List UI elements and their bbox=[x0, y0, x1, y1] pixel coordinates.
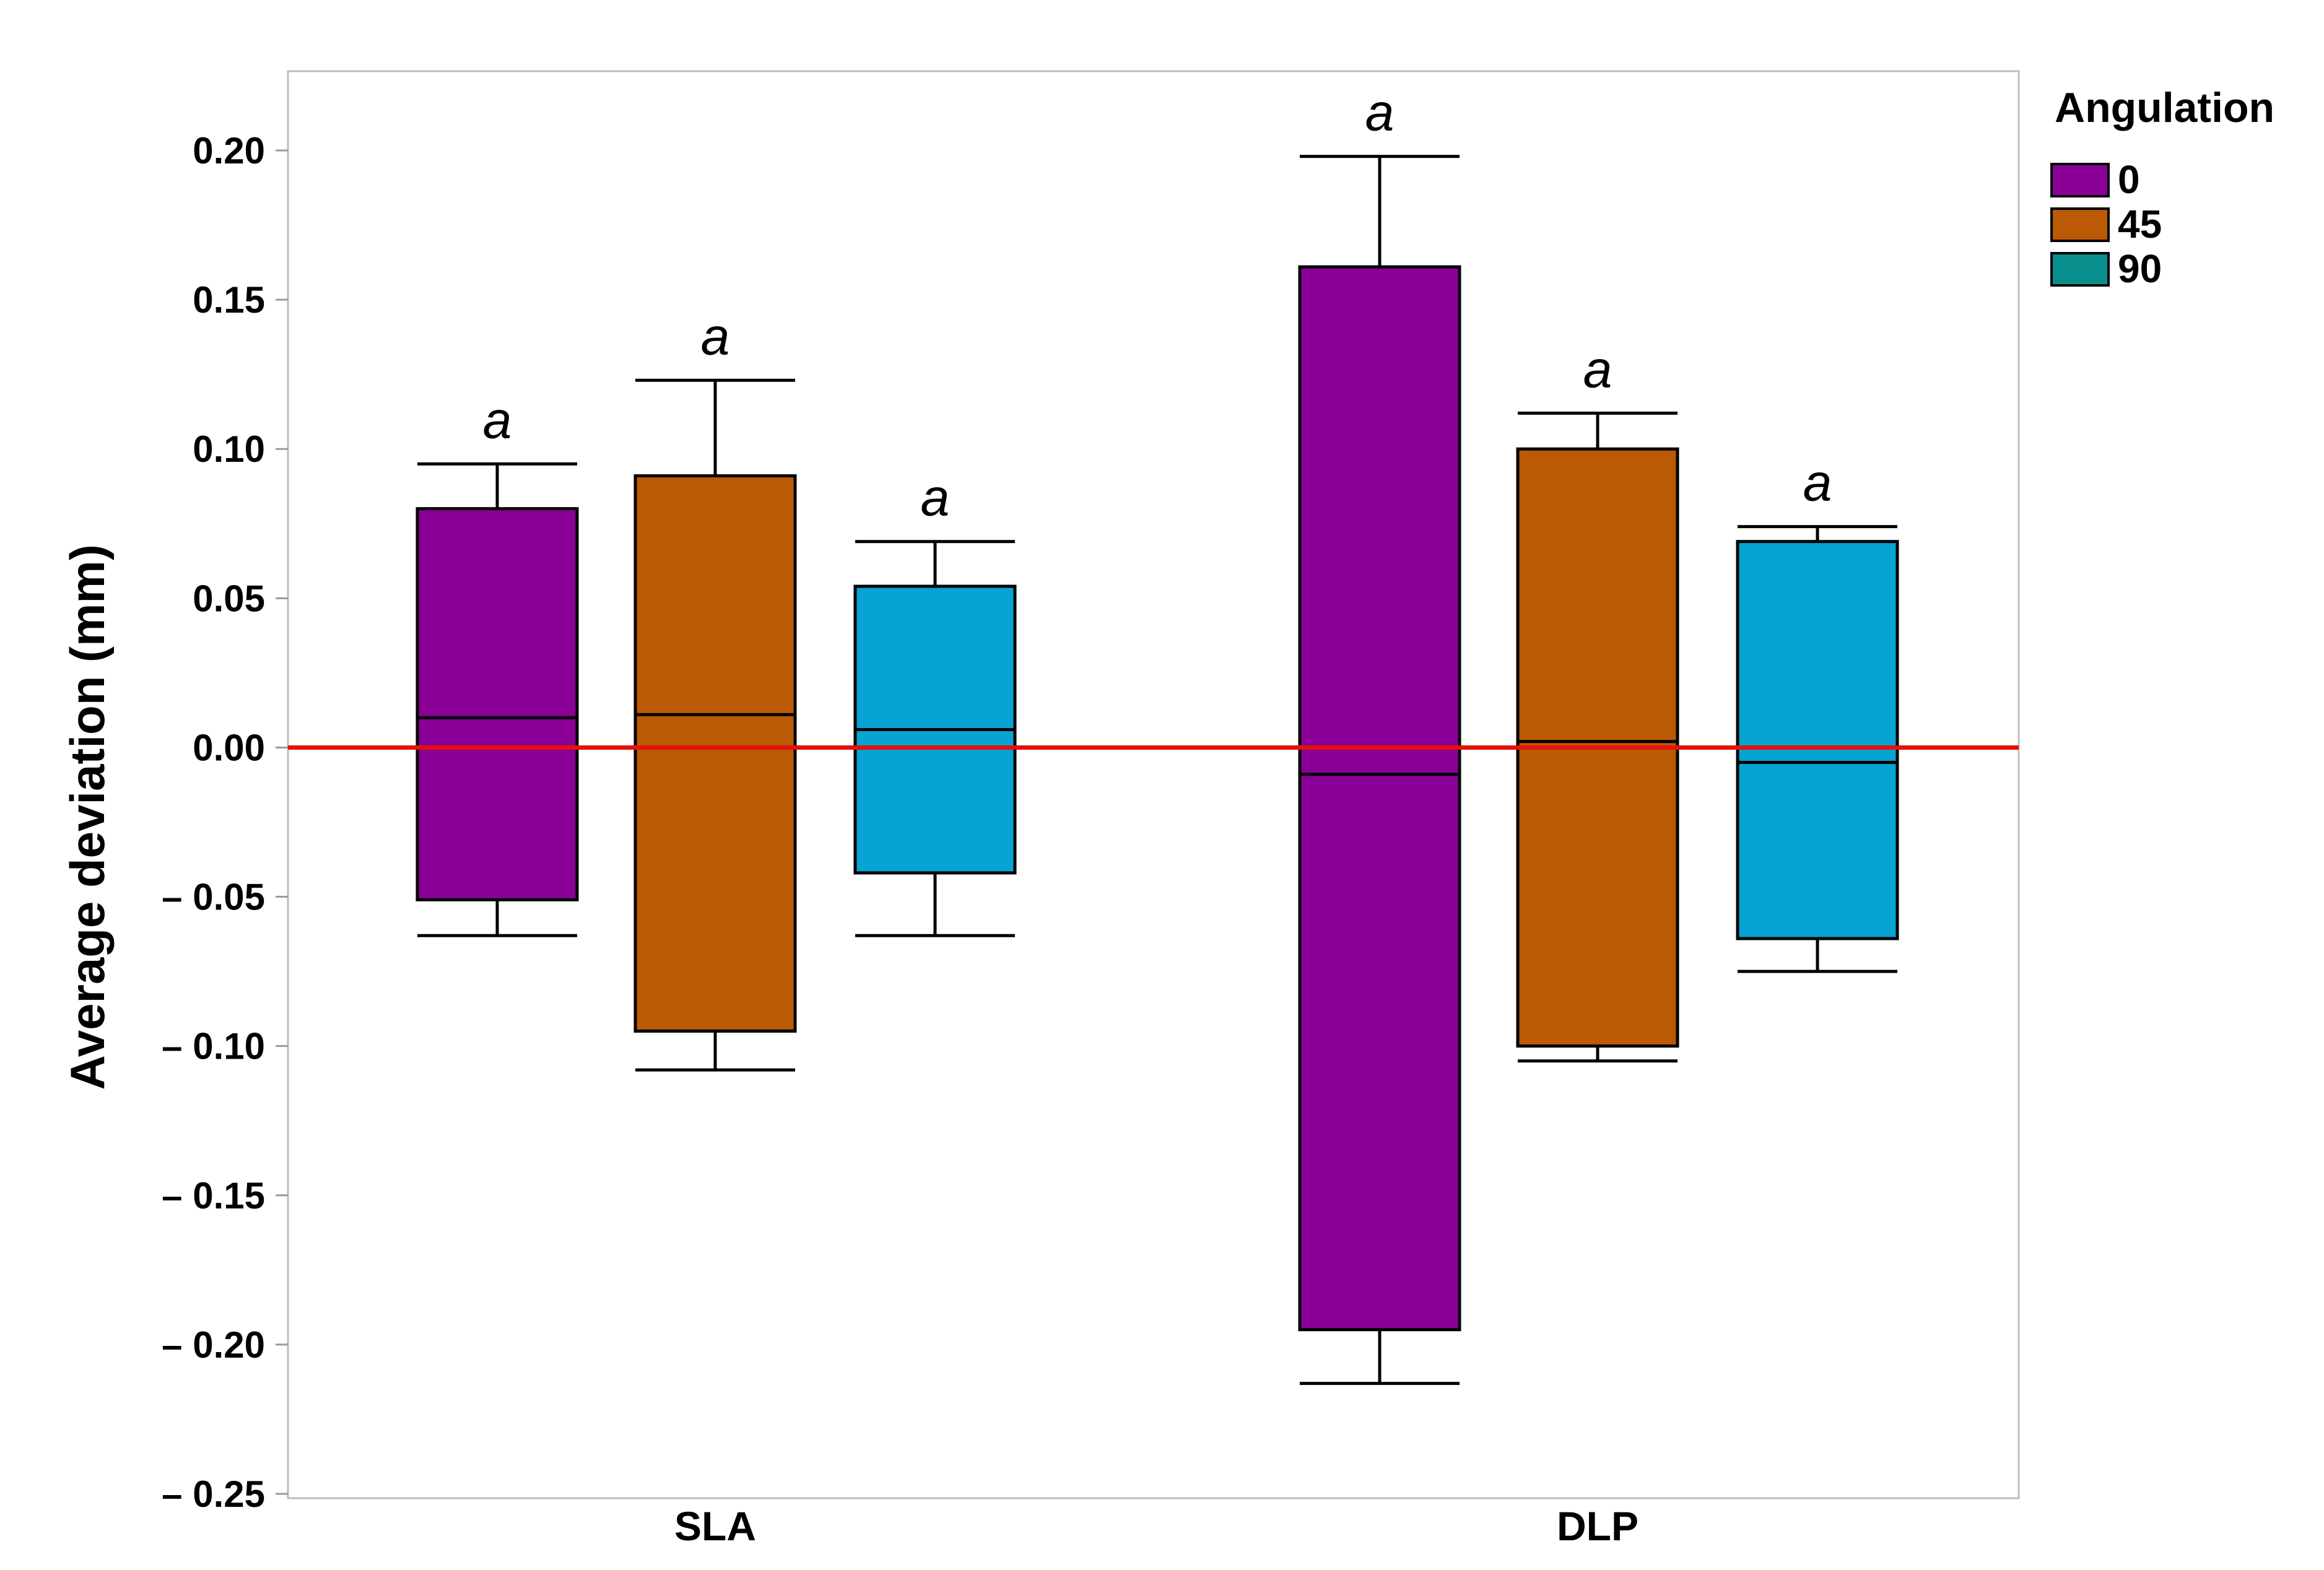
legend-label-90: 90 bbox=[2118, 246, 2162, 291]
box-90-DLP: a bbox=[1736, 454, 1899, 973]
box-45-DLP: a bbox=[1516, 340, 1679, 1063]
x-category-label: DLP bbox=[1557, 1503, 1639, 1549]
box-iqr bbox=[633, 474, 797, 1033]
y-tick-label: – 0.25 bbox=[162, 1473, 265, 1515]
significance-letter: a bbox=[1583, 340, 1612, 398]
significance-letter: a bbox=[483, 391, 512, 449]
box-iqr bbox=[416, 507, 579, 901]
y-tick-label: – 0.15 bbox=[162, 1175, 265, 1217]
y-axis: 0.20 0.15 0.10 0.05 0.00 – 0.05 – 0.10 – 0.15 – … bbox=[162, 130, 288, 1515]
legend-label-45: 45 bbox=[2118, 202, 2162, 246]
x-axis: SLA DLP bbox=[674, 1503, 1639, 1549]
box-0-DLP: a bbox=[1298, 84, 1461, 1386]
y-tick-label: 0.00 bbox=[193, 727, 265, 768]
box-iqr bbox=[1736, 540, 1899, 940]
x-category-label: SLA bbox=[674, 1503, 756, 1549]
y-tick-label: 0.20 bbox=[193, 130, 265, 171]
legend-swatch-45 bbox=[2050, 207, 2110, 242]
y-tick-label: 0.05 bbox=[193, 578, 265, 619]
significance-letter: a bbox=[921, 469, 950, 527]
box-iqr bbox=[1298, 265, 1461, 1332]
legend-swatch-90 bbox=[2050, 252, 2110, 287]
significance-letter: a bbox=[1365, 84, 1395, 142]
box-45-SLA: a bbox=[633, 307, 797, 1072]
y-tick-label: 0.10 bbox=[193, 428, 265, 470]
boxes-layer: a a a a a a bbox=[416, 84, 1899, 1386]
box-90-SLA: a bbox=[853, 469, 1017, 937]
significance-letter: a bbox=[701, 307, 730, 365]
y-tick-label: – 0.10 bbox=[162, 1026, 265, 1067]
legend-label-0: 0 bbox=[2118, 157, 2140, 202]
y-axis-title: Average deviation (mm) bbox=[60, 544, 115, 1090]
legend-title: Angulation bbox=[2055, 84, 2274, 131]
box-0-SLA: a bbox=[416, 391, 579, 937]
y-tick-label: – 0.20 bbox=[162, 1324, 265, 1366]
significance-letter: a bbox=[1803, 454, 1832, 512]
y-tick-label: – 0.05 bbox=[162, 877, 265, 918]
y-tick-label: 0.15 bbox=[193, 279, 265, 321]
legend-swatch-0 bbox=[2050, 163, 2110, 197]
